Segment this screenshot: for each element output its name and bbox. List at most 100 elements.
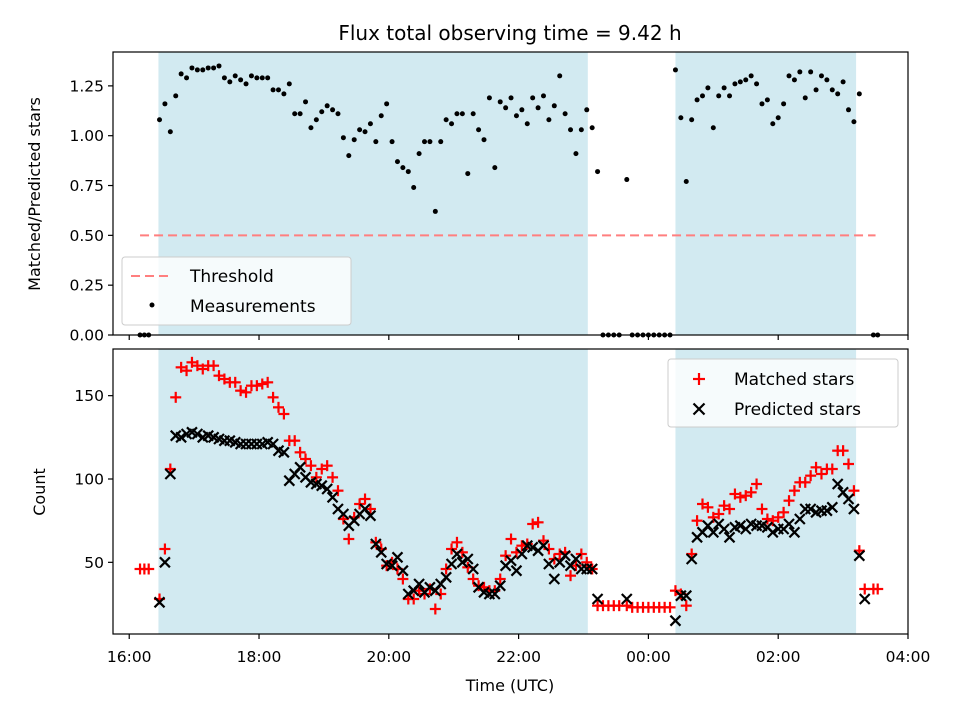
matched-star-point (872, 583, 884, 595)
bottom-legend-box (667, 358, 899, 428)
measurement-point (513, 113, 519, 119)
matched-star-point (734, 491, 746, 503)
measurement-point (378, 113, 384, 119)
measurement-point (313, 117, 319, 123)
predicted-star-point (783, 518, 795, 530)
matched-star-point (691, 515, 703, 527)
measurement-point (303, 99, 309, 105)
measurement-point (449, 121, 455, 127)
measurement-point (764, 97, 770, 103)
predicted-star-point (413, 578, 425, 590)
matched-star-point (756, 503, 768, 515)
bottom-legend: Matched stars Predicted stars (667, 358, 899, 428)
matched-star-point (543, 543, 555, 555)
measurement-point (178, 71, 184, 77)
measurement-point (519, 107, 525, 113)
bottom-axes-frame (112, 348, 909, 635)
legend-matched-label: Matched stars (734, 370, 854, 390)
measurement-point (530, 95, 536, 101)
predicted-star-point (364, 509, 377, 522)
matched-star-point (332, 485, 344, 497)
measurement-point (672, 67, 678, 73)
matched-star-point (408, 593, 420, 605)
measurement-point (840, 79, 846, 85)
predicted-star-point (445, 558, 458, 570)
bottom-y-tick-label: 100 (74, 471, 104, 489)
bottom-y-tick-label: 50 (84, 554, 104, 572)
x-tick-label: 22:00 (496, 648, 541, 666)
measurement-point (265, 75, 271, 81)
matched-star-point (724, 503, 736, 515)
measurement-point (286, 81, 292, 87)
measurement-point (394, 159, 400, 165)
matched-star-point (494, 573, 506, 585)
predicted-star-point (794, 513, 806, 525)
measurement-point (335, 111, 341, 117)
figure-title: Flux total observing time = 9.42 h (338, 21, 681, 45)
predicted-star-point (685, 553, 698, 565)
predicted-star-point (723, 531, 736, 544)
matched-star-point (364, 503, 376, 515)
measurement-point (292, 111, 298, 117)
measurement-point (694, 97, 700, 103)
matched-star-point (799, 476, 811, 488)
predicted-star-point (559, 549, 571, 562)
predicted-star-point (164, 468, 177, 480)
measurement-point (689, 117, 695, 123)
measurement-point (573, 151, 579, 157)
count-panel: 50 100 150 16:00 18:00 20:00 22:00 00:00 02:00 0… (30, 348, 931, 695)
measurement-point (568, 127, 574, 133)
matched-star-point (419, 588, 431, 600)
matched-star-point (621, 600, 633, 612)
measurement-point (248, 73, 254, 79)
matched-star-point (664, 601, 676, 613)
matched-star-point (251, 380, 263, 392)
ratio-panel: 0.00 0.25 0.50 0.75 1.00 1.25 Matched/Predict… (25, 51, 909, 345)
measurement-point (221, 75, 227, 81)
x-tick-label: 00:00 (626, 648, 671, 666)
top-y-ticks: 0.00 0.25 0.50 0.75 1.00 1.25 (69, 77, 113, 345)
measurement-point (546, 117, 552, 123)
top-x-ticks (128, 335, 909, 340)
measurement-point (595, 169, 601, 175)
predicted-star-point (467, 563, 479, 575)
matched-star-point (575, 548, 587, 560)
measurement-point (791, 77, 797, 83)
matched-star-point (240, 386, 252, 398)
top-y-tick-label: 0.50 (69, 227, 104, 245)
predicted-star-point (586, 563, 598, 575)
top-axes-frame (112, 51, 909, 336)
predicted-star-point (718, 523, 730, 535)
measurement-point (281, 91, 287, 97)
measurement-point (454, 111, 460, 117)
measurement-point (227, 79, 233, 85)
matched-star-point (810, 461, 822, 473)
predicted-star-point (804, 503, 817, 515)
x-tick-label: 04:00 (886, 648, 931, 666)
matched-star-point (783, 495, 795, 507)
top-y-axis-label: Matched/Predicted stars (25, 97, 44, 291)
predicted-star-point (326, 491, 339, 504)
measurement-point (540, 93, 546, 99)
predicted-star-point (315, 479, 328, 492)
measurement-point (400, 165, 406, 171)
matched-star-point (548, 553, 560, 565)
predicted-star-point (375, 546, 388, 559)
measurement-point (829, 87, 835, 93)
measurement-point (173, 93, 179, 99)
measurement-point (470, 111, 476, 117)
measurement-point (205, 65, 211, 71)
predicted-star-point (620, 593, 633, 605)
measurement-point (459, 111, 465, 117)
measurement-point (357, 127, 363, 133)
measurement-point (373, 139, 379, 145)
legend-measurements-swatch (149, 302, 155, 308)
matched-star-point (327, 471, 339, 483)
measurement-point (194, 67, 200, 73)
matched-star-point (294, 446, 306, 458)
measurement-point (503, 105, 509, 111)
measurement-point (330, 107, 336, 113)
measurement-point (362, 129, 368, 135)
matched-star-point (826, 463, 838, 475)
matched-star-point (805, 470, 817, 482)
